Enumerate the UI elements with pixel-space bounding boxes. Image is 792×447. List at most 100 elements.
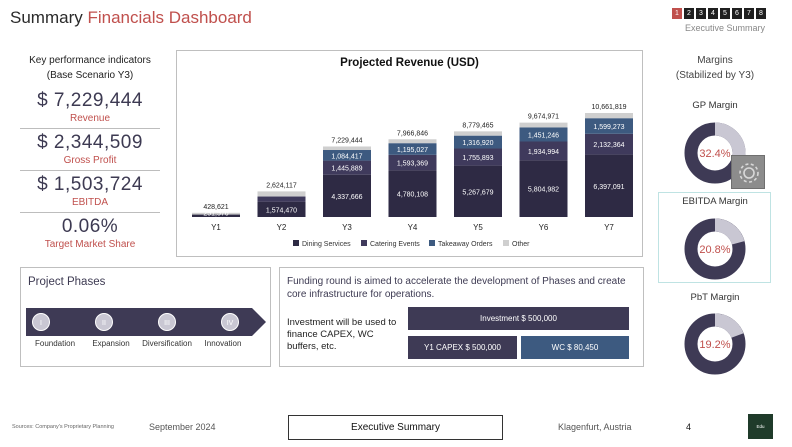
- gp-margin-label: GP Margin: [692, 100, 738, 111]
- phases-title: Project Phases: [28, 276, 106, 288]
- total-label: 9,674,971: [528, 114, 559, 121]
- data-label: 1,755,893: [462, 155, 493, 162]
- x-tick-label: Y1: [211, 223, 221, 232]
- phase-label-diversification: Diversification: [142, 339, 192, 348]
- divider: [20, 128, 160, 129]
- bar-segment: [454, 148, 502, 166]
- donut-fill: [684, 218, 746, 280]
- x-tick-label: Y6: [539, 223, 549, 232]
- total-label: 7,966,846: [397, 130, 428, 137]
- footer-location: Klagenfurt, Austria: [558, 422, 632, 432]
- phase-numeral: III: [164, 320, 170, 327]
- total-label: 8,779,465: [462, 122, 493, 129]
- gear-icon: [739, 163, 759, 183]
- divider: [20, 170, 160, 171]
- data-label: 1,316,920: [462, 140, 493, 147]
- kpi-value: $ 2,344,509: [37, 132, 143, 153]
- total-label: 10,661,819: [591, 104, 626, 111]
- nav-page-7[interactable]: 7: [744, 8, 754, 19]
- phase-marker: [221, 313, 239, 331]
- nav-page-2[interactable]: 2: [684, 8, 694, 19]
- x-tick-label: Y7: [604, 223, 614, 232]
- x-tick-label: Y5: [473, 223, 483, 232]
- nav-page-4[interactable]: 4: [708, 8, 718, 19]
- bar-segment: [192, 214, 240, 217]
- donut-value: 19.2%: [699, 339, 730, 351]
- x-tick-label: Y2: [277, 223, 287, 232]
- bar-segment: [388, 170, 437, 217]
- title-accent: Financials Dashboard: [87, 8, 252, 27]
- data-label: 1,574,470: [266, 207, 297, 214]
- footer-date: September 2024: [149, 422, 216, 432]
- data-label: 1,445,889: [331, 166, 362, 173]
- kpi-label: Target Market Share: [44, 239, 136, 250]
- bar-segment: [519, 127, 568, 142]
- page-title: Summary Financials Dashboard: [10, 8, 252, 28]
- legend-label: Takeaway Orders: [438, 241, 493, 248]
- kpi-label: Gross Profit: [63, 155, 117, 166]
- data-label: 251,576: [203, 211, 228, 218]
- kpi-revenue: $ 7,229,444 Revenue: [20, 90, 160, 129]
- margins-heading-line1: Margins: [697, 55, 733, 66]
- nav-page-6[interactable]: 6: [732, 8, 742, 19]
- phase-marker: [32, 313, 50, 331]
- nav-page-5[interactable]: 5: [720, 8, 730, 19]
- investment-pill: Investment $ 500,000: [408, 307, 629, 330]
- phase-numeral: IV: [227, 320, 234, 327]
- bar-segment: [257, 196, 306, 202]
- footer-section-button[interactable]: Executive Summary: [288, 415, 503, 440]
- bar-segment: [585, 133, 633, 155]
- phases-arrow-band: [26, 308, 266, 336]
- donut-fill: [684, 313, 746, 375]
- phase-label-foundation: Foundation: [34, 339, 76, 348]
- kpi-value: $ 7,229,444: [37, 90, 143, 111]
- nav-subtitle: Executive Summary: [685, 23, 766, 33]
- bar-segment: [519, 122, 568, 128]
- bar-segment: [323, 150, 371, 161]
- footer-source: Sources: Company's Proprietary Planning: [12, 424, 114, 430]
- phase-marker: [95, 313, 113, 331]
- legend-label: Other: [512, 241, 530, 248]
- nav-page-8[interactable]: 8: [756, 8, 766, 19]
- bar-segment: [323, 160, 371, 175]
- legend-swatch: [429, 240, 435, 246]
- donut-value: 20.8%: [699, 244, 730, 256]
- data-label: 1,084,417: [331, 153, 362, 160]
- total-label: 428,621: [203, 204, 228, 211]
- kpi-value: $ 1,503,724: [37, 174, 143, 195]
- kpi-heading-line1: Key performance indicators: [29, 55, 151, 66]
- bar-segment: [585, 113, 633, 119]
- bar-segment: [454, 131, 502, 136]
- kpi-value: 0.06%: [61, 216, 119, 237]
- bar-segment: [454, 135, 502, 149]
- phase-marker: [158, 313, 176, 331]
- data-label: 6,397,091: [593, 184, 624, 191]
- data-label: 2,132,364: [593, 142, 624, 149]
- legend-swatch: [361, 240, 367, 246]
- nav-page-1[interactable]: 1: [672, 8, 682, 19]
- donut-fill: [684, 122, 746, 184]
- bar-segment: [454, 165, 502, 217]
- bar-segment: [192, 212, 240, 215]
- phase-label-expansion: Expansion: [92, 339, 130, 348]
- kpi-heading-line2: (Base Scenario Y3): [46, 70, 134, 81]
- funding-description: Funding round is aimed to accelerate the…: [287, 276, 626, 300]
- settings-gear-icon[interactable]: [731, 155, 765, 189]
- data-label: 1,451,246: [528, 132, 559, 139]
- legend-swatch: [293, 240, 299, 246]
- x-tick-label: Y4: [408, 223, 418, 232]
- phase-numeral: II: [102, 320, 106, 327]
- project-phases-panel: Project Phases: [20, 267, 271, 367]
- kpi-gross-profit: $ 2,344,509 Gross Profit: [20, 132, 160, 171]
- page-number: 4: [686, 422, 692, 432]
- kpi-ebitda: $ 1,503,724 EBITDA: [20, 174, 160, 213]
- nav-page-3[interactable]: 3: [696, 8, 706, 19]
- data-label: 1,599,273: [593, 124, 624, 131]
- capex-pill: Y1 CAPEX $ 500,000: [408, 336, 517, 359]
- bar-segment: [257, 201, 306, 217]
- data-label: 4,780,108: [397, 192, 428, 199]
- data-label: 1,593,369: [397, 161, 428, 168]
- phase-label-innovation: Innovation: [204, 339, 242, 348]
- chart-title: Projected Revenue (USD): [340, 57, 479, 69]
